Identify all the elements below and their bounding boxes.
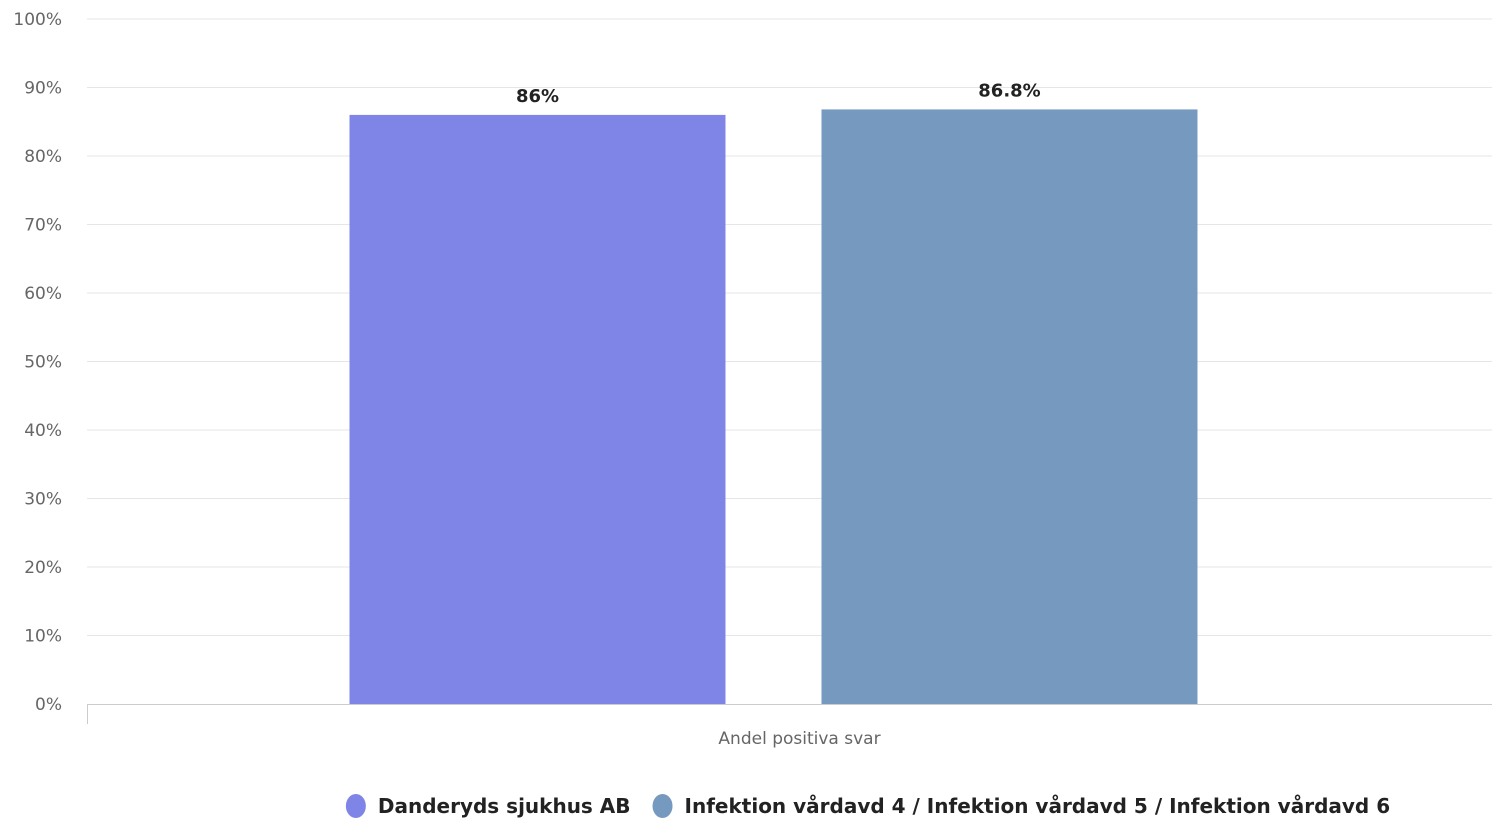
legend-marker <box>652 794 673 818</box>
y-tick-label: 30% <box>24 490 62 510</box>
gridlines <box>87 18 1492 636</box>
bar-2[interactable] <box>821 109 1198 705</box>
legend-label: Danderyds sjukhus AB <box>378 794 631 818</box>
bars <box>349 109 1198 705</box>
legend-item[interactable]: Danderyds sjukhus AB <box>345 794 631 818</box>
y-axis-ticks: 0% 10% 20% 30% 40% 50% 60% 70% 80% 90% 100% <box>13 10 62 715</box>
y-tick-label: 80% <box>24 147 62 167</box>
bar-1[interactable] <box>349 114 726 704</box>
y-tick-label: 50% <box>24 353 62 373</box>
y-tick-label: 100% <box>13 10 62 30</box>
legend-label: Infektion vårdavd 4 / Infektion vårdavd … <box>685 794 1391 818</box>
y-tick-label: 90% <box>24 79 62 99</box>
y-tick-label: 70% <box>24 216 62 236</box>
data-label: 86% <box>516 86 559 107</box>
y-tick-label: 0% <box>35 695 62 715</box>
legend-marker <box>345 794 366 818</box>
legend-item[interactable]: Infektion vårdavd 4 / Infektion vårdavd … <box>652 794 1391 818</box>
y-tick-label: 10% <box>24 627 62 647</box>
data-labels: 86% 86.8% <box>516 80 1041 106</box>
x-category-label: Andel positiva svar <box>718 729 880 749</box>
y-tick-label: 40% <box>24 421 62 441</box>
data-label: 86.8% <box>978 80 1040 101</box>
legend: Danderyds sjukhus AB Infektion vårdavd 4 … <box>345 794 1391 818</box>
y-tick-label: 60% <box>24 284 62 304</box>
y-tick-label: 20% <box>24 558 62 578</box>
